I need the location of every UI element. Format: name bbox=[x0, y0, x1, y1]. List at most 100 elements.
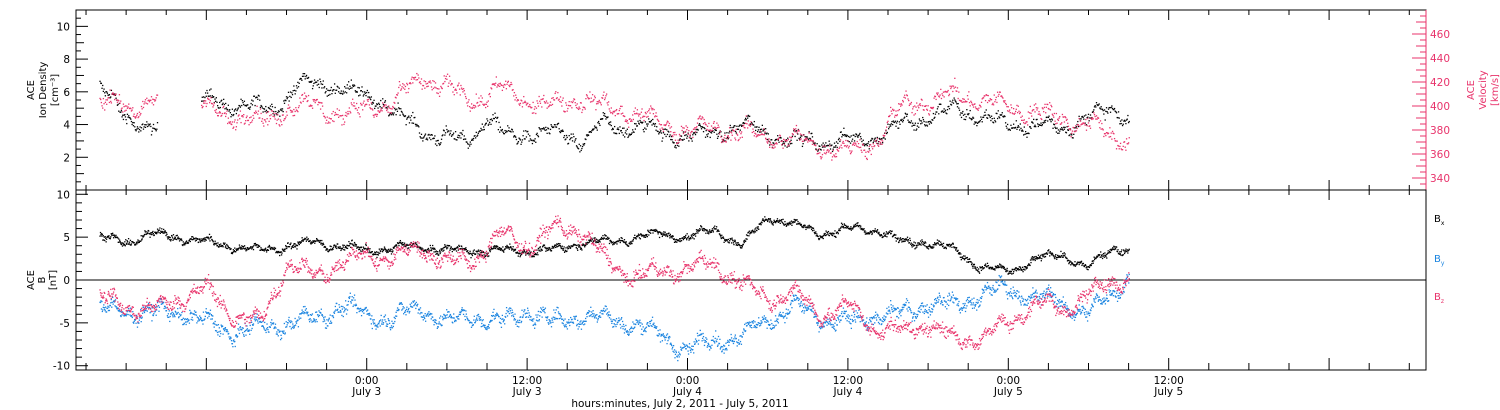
data-point bbox=[672, 346, 674, 349]
data-point bbox=[160, 298, 162, 300]
density-axis-label: ACE Ion Density [cm⁻³] bbox=[26, 62, 61, 119]
data-point bbox=[759, 134, 761, 136]
data-point bbox=[740, 343, 743, 345]
data-point bbox=[182, 317, 184, 319]
data-point bbox=[309, 105, 311, 107]
data-point bbox=[950, 298, 952, 300]
data-point bbox=[285, 111, 288, 113]
data-point bbox=[117, 307, 119, 309]
data-point bbox=[121, 107, 123, 109]
data-point bbox=[608, 108, 610, 110]
data-point bbox=[823, 146, 825, 148]
data-point bbox=[996, 112, 998, 115]
data-point bbox=[1031, 121, 1033, 123]
data-point bbox=[301, 94, 303, 96]
data-point bbox=[211, 318, 213, 320]
data-point bbox=[749, 324, 751, 327]
data-point bbox=[427, 312, 429, 315]
data-point bbox=[479, 319, 481, 321]
data-point bbox=[537, 310, 540, 313]
data-point bbox=[745, 119, 747, 121]
data-point bbox=[842, 307, 845, 309]
data-point bbox=[309, 104, 312, 106]
data-point bbox=[654, 325, 656, 327]
data-point bbox=[449, 80, 451, 82]
data-point bbox=[834, 146, 836, 148]
data-point bbox=[123, 114, 125, 116]
data-point bbox=[632, 114, 634, 116]
data-point bbox=[737, 341, 739, 344]
data-point bbox=[786, 317, 788, 319]
data-point bbox=[730, 139, 732, 141]
data-point bbox=[543, 308, 546, 311]
data-point bbox=[171, 311, 173, 314]
data-point bbox=[585, 313, 588, 315]
data-point bbox=[126, 310, 129, 312]
data-point bbox=[201, 107, 203, 109]
data-point bbox=[433, 324, 435, 326]
data-point bbox=[654, 116, 656, 118]
data-point bbox=[989, 98, 991, 100]
data-point bbox=[280, 108, 282, 110]
data-point bbox=[918, 118, 921, 120]
data-point bbox=[206, 97, 209, 99]
data-point bbox=[813, 316, 816, 318]
data-point bbox=[153, 98, 155, 101]
data-point bbox=[425, 83, 427, 85]
data-point bbox=[456, 85, 459, 87]
data-point bbox=[916, 128, 918, 130]
data-point bbox=[664, 128, 667, 130]
data-point bbox=[370, 323, 373, 325]
data-point bbox=[303, 92, 306, 94]
data-point bbox=[714, 337, 716, 340]
data-point bbox=[534, 322, 536, 324]
data-point bbox=[348, 81, 350, 83]
data-point bbox=[1105, 134, 1107, 137]
data-point bbox=[104, 92, 106, 94]
data-point bbox=[156, 94, 158, 96]
data-point bbox=[631, 132, 633, 134]
data-point bbox=[930, 122, 933, 124]
data-point bbox=[513, 95, 515, 97]
data-point bbox=[1085, 114, 1087, 116]
data-point bbox=[569, 138, 571, 141]
data-point bbox=[636, 112, 638, 114]
data-point bbox=[996, 117, 999, 120]
data-point bbox=[134, 126, 136, 128]
data-point bbox=[1078, 117, 1080, 120]
data-point bbox=[795, 294, 797, 297]
data-point bbox=[485, 326, 487, 329]
data-point bbox=[926, 125, 929, 127]
data-point bbox=[957, 97, 959, 100]
data-point bbox=[428, 81, 430, 83]
data-point bbox=[794, 131, 796, 133]
data-point bbox=[430, 313, 432, 315]
data-point bbox=[275, 113, 278, 115]
data-point bbox=[191, 312, 193, 314]
data-point bbox=[948, 294, 951, 296]
data-point bbox=[769, 141, 772, 143]
data-point bbox=[460, 132, 463, 134]
data-point bbox=[191, 316, 193, 319]
data-point bbox=[270, 114, 272, 116]
data-point bbox=[1036, 118, 1038, 121]
data-point bbox=[864, 323, 867, 325]
data-point bbox=[774, 320, 776, 322]
data-point bbox=[327, 94, 330, 97]
data-point bbox=[651, 325, 653, 328]
data-point bbox=[702, 123, 705, 125]
data-point bbox=[653, 123, 655, 125]
data-point bbox=[547, 127, 549, 129]
data-point bbox=[495, 116, 497, 119]
data-point bbox=[893, 121, 895, 123]
data-point bbox=[203, 100, 205, 102]
data-point bbox=[114, 98, 116, 101]
data-point bbox=[1055, 123, 1057, 125]
data-point bbox=[514, 319, 517, 321]
data-point bbox=[1057, 132, 1059, 134]
data-point bbox=[329, 322, 331, 324]
data-point bbox=[337, 114, 339, 116]
data-point bbox=[1024, 122, 1026, 125]
data-point bbox=[396, 108, 398, 110]
data-point bbox=[249, 333, 251, 335]
